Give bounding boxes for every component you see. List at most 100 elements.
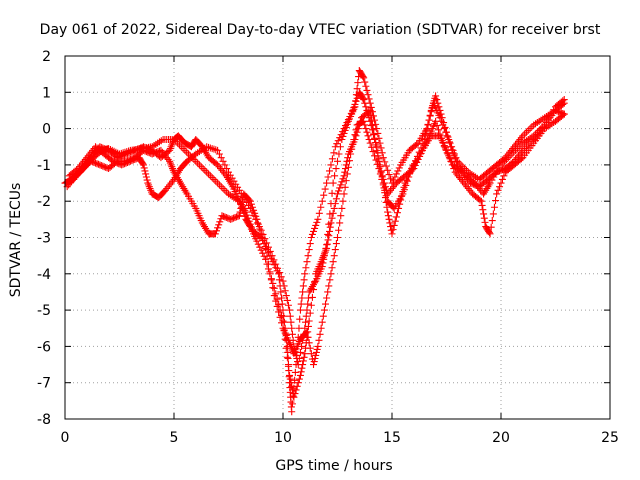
data-point xyxy=(96,161,104,169)
data-point xyxy=(270,284,278,292)
data-point xyxy=(140,164,148,172)
data-point xyxy=(375,134,383,142)
data-point xyxy=(313,345,321,353)
data-point xyxy=(393,209,401,217)
data-point xyxy=(403,177,411,185)
data-point xyxy=(443,132,451,140)
data-point xyxy=(272,260,280,268)
data-point xyxy=(282,292,290,300)
data-point xyxy=(381,158,389,166)
data-point xyxy=(443,149,451,157)
data-point xyxy=(496,167,504,175)
data-point xyxy=(304,300,312,308)
data-point xyxy=(395,164,403,172)
data-point xyxy=(330,149,338,157)
data-point xyxy=(362,125,370,133)
data-point xyxy=(112,158,120,166)
data-point xyxy=(446,139,454,147)
data-point xyxy=(366,139,374,147)
data-point xyxy=(330,204,338,212)
data-point xyxy=(64,178,72,186)
data-point xyxy=(250,206,258,214)
data-point xyxy=(96,143,104,151)
data-point xyxy=(498,166,506,174)
data-point xyxy=(286,312,294,320)
y-tick-label: -5 xyxy=(37,303,51,319)
data-point xyxy=(263,252,271,260)
data-point xyxy=(326,167,334,175)
series-track-a xyxy=(61,88,568,416)
data-point xyxy=(307,350,315,358)
data-point xyxy=(360,117,368,125)
data-point xyxy=(425,116,433,124)
data-point xyxy=(424,120,432,128)
data-point xyxy=(361,121,369,129)
data-point xyxy=(375,157,383,165)
data-point xyxy=(375,165,383,173)
data-point xyxy=(376,139,384,147)
data-point xyxy=(559,111,567,119)
data-point xyxy=(390,221,398,229)
data-point xyxy=(435,126,443,134)
data-point xyxy=(477,197,485,205)
data-point xyxy=(151,149,159,157)
data-point xyxy=(494,186,502,194)
data-point xyxy=(324,173,332,181)
data-point xyxy=(359,73,367,81)
data-point xyxy=(232,213,240,221)
data-point xyxy=(550,106,558,114)
data-point xyxy=(370,131,378,139)
data-point xyxy=(125,149,133,157)
data-point xyxy=(342,177,350,185)
series-track-d xyxy=(61,96,568,369)
data-point xyxy=(334,190,341,198)
data-point xyxy=(334,234,341,241)
data-point xyxy=(442,128,450,136)
data-point xyxy=(288,324,296,332)
data-point xyxy=(206,172,214,180)
data-point xyxy=(476,196,484,204)
data-point xyxy=(303,306,311,314)
data-point xyxy=(336,184,344,192)
data-point xyxy=(126,148,134,156)
data-point xyxy=(328,189,336,197)
data-point xyxy=(122,157,130,165)
data-point xyxy=(231,214,239,222)
data-point xyxy=(274,264,282,272)
data-point xyxy=(448,158,456,166)
data-point xyxy=(257,230,265,238)
data-point xyxy=(266,247,274,255)
data-point xyxy=(311,355,319,362)
data-point xyxy=(139,161,147,169)
data-point xyxy=(394,167,402,175)
data-point xyxy=(284,362,292,370)
data-point xyxy=(219,212,227,220)
data-point xyxy=(235,186,243,194)
data-point xyxy=(445,152,453,160)
data-point xyxy=(440,143,448,151)
data-point xyxy=(97,162,105,170)
data-point xyxy=(521,145,529,153)
data-point xyxy=(327,219,335,227)
data-point xyxy=(254,240,262,248)
data-point xyxy=(340,190,348,198)
data-point xyxy=(445,135,453,143)
data-point xyxy=(419,144,427,152)
x-tick-label: 10 xyxy=(274,430,292,446)
data-point xyxy=(316,330,324,338)
data-point xyxy=(317,203,325,211)
data-point xyxy=(142,170,150,178)
data-point xyxy=(215,221,223,229)
data-point xyxy=(376,170,384,178)
data-point xyxy=(299,288,307,296)
data-point xyxy=(310,361,318,369)
data-point xyxy=(92,159,100,167)
data-point xyxy=(223,165,231,173)
data-point xyxy=(128,148,136,156)
data-point xyxy=(195,161,203,169)
data-point xyxy=(134,145,142,153)
data-point xyxy=(352,97,360,105)
data-point xyxy=(382,162,390,170)
data-point xyxy=(273,302,281,310)
